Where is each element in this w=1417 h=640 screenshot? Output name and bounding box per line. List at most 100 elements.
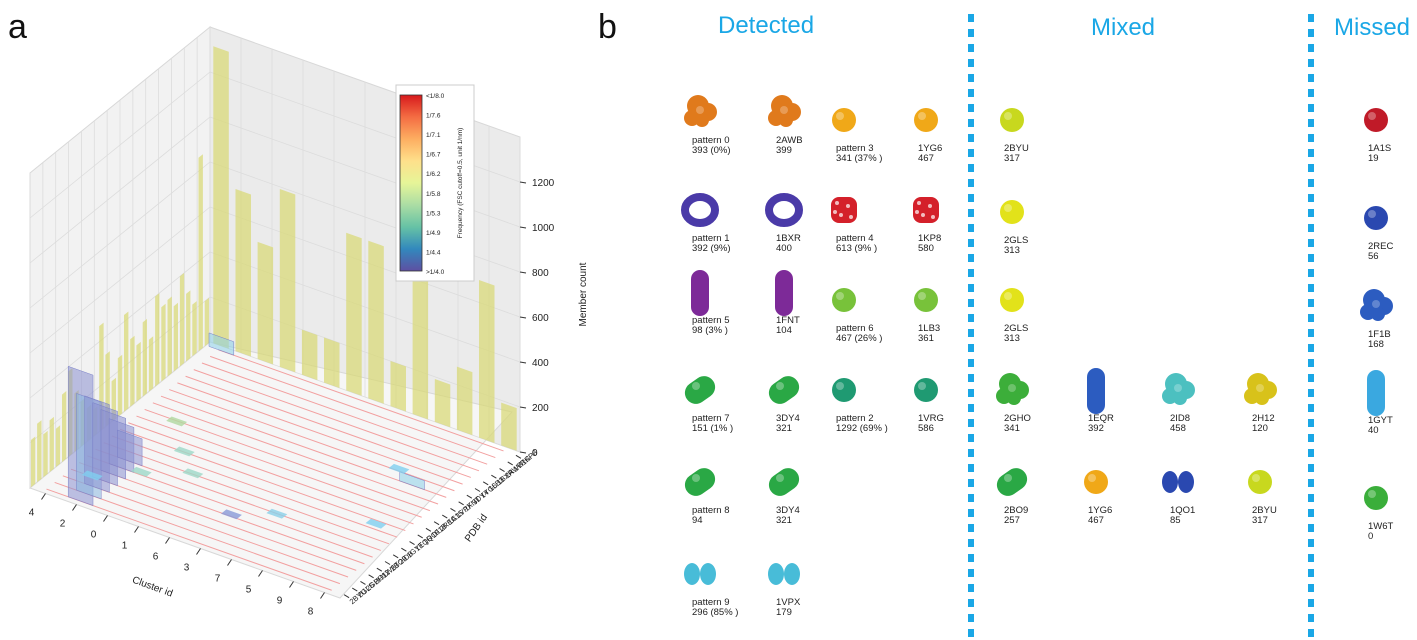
structure-render-icon bbox=[904, 366, 948, 414]
structure-count: 56 bbox=[1354, 252, 1417, 262]
structure-count: 586 bbox=[904, 424, 994, 434]
z-tick-label: 600 bbox=[532, 313, 549, 324]
side-wall-bar bbox=[236, 189, 252, 357]
structure-count: 94 bbox=[678, 516, 768, 526]
cluster-tick-label: 2 bbox=[60, 519, 66, 530]
structure-thumbnail: 2GLS 313 bbox=[990, 188, 1080, 256]
side-wall-bar bbox=[324, 338, 340, 389]
structure-thumbnail: 2GLS 313 bbox=[990, 276, 1080, 344]
colorbar-tick-label: 1/4.4 bbox=[426, 249, 441, 256]
back-wall-bar bbox=[37, 420, 41, 482]
z-tick-label: 1200 bbox=[532, 178, 555, 189]
side-wall-bar bbox=[391, 361, 407, 412]
structure-count: 613 (9% ) bbox=[822, 244, 912, 254]
3d-bar-chart: 020040060080010001200Member count4201637… bbox=[0, 0, 590, 640]
structure-count: 317 bbox=[990, 154, 1080, 164]
column-heading-detected: Detected bbox=[718, 12, 814, 40]
structure-count: 392 (9%) bbox=[678, 244, 768, 254]
z-axis-label: Member count bbox=[578, 262, 589, 326]
structure-name: 1W6T bbox=[1354, 522, 1417, 532]
structure-thumbnail: 2H12 120 bbox=[1238, 366, 1328, 434]
back-wall-bar bbox=[186, 290, 190, 361]
back-wall-bar bbox=[180, 273, 184, 367]
side-wall-bar bbox=[280, 189, 296, 372]
cluster-tick bbox=[197, 549, 201, 555]
structure-thumbnail: 2GHO 341 bbox=[990, 366, 1080, 434]
structure-count: 317 bbox=[1238, 516, 1328, 526]
back-wall-bar bbox=[50, 417, 54, 472]
structure-count: 296 (85% ) bbox=[678, 608, 768, 618]
structure-render-icon bbox=[990, 458, 1034, 506]
column-heading-missed: Missed bbox=[1334, 14, 1410, 42]
structure-thumbnail: 1GYT 40 bbox=[1354, 368, 1417, 436]
structure-render-icon bbox=[678, 88, 722, 136]
cluster-tick bbox=[104, 516, 108, 522]
side-wall-bar bbox=[368, 241, 384, 404]
side-wall-bar bbox=[413, 265, 429, 419]
cluster-tick bbox=[166, 538, 170, 544]
structure-thumbnail: 2BYU 317 bbox=[1238, 458, 1328, 526]
structure-render-icon bbox=[822, 186, 866, 234]
side-wall-bar bbox=[258, 242, 274, 365]
structure-thumbnail: 3DY4 321 bbox=[762, 458, 852, 526]
structure-count: 458 bbox=[1156, 424, 1246, 434]
structure-render-icon bbox=[762, 550, 806, 598]
structure-thumbnail: 1VPX 179 bbox=[762, 550, 852, 618]
back-wall-bar bbox=[143, 319, 147, 397]
cluster-tick-label: 0 bbox=[91, 530, 97, 541]
back-wall-bar bbox=[205, 298, 209, 347]
pdb-axis-label: PDB id bbox=[463, 512, 490, 544]
structure-name: 2REC bbox=[1354, 242, 1417, 252]
structure-render-icon bbox=[990, 188, 1034, 236]
structure-render-icon bbox=[1074, 366, 1118, 414]
structure-render-icon bbox=[678, 458, 722, 506]
structure-render-icon bbox=[678, 268, 722, 316]
side-wall-bar bbox=[501, 403, 517, 451]
colorbar-tick-label: 1/7.1 bbox=[426, 132, 441, 139]
side-wall-bar bbox=[346, 233, 362, 396]
structure-thumbnail: pattern 6 467 (26% ) bbox=[822, 276, 912, 344]
colorbar-gradient bbox=[400, 95, 422, 271]
side-wall-bar bbox=[479, 280, 495, 443]
colorbar-tick-label: 1/6.7 bbox=[426, 152, 441, 159]
colorbar-tick-label: 1/4.9 bbox=[426, 230, 441, 237]
structure-count: 120 bbox=[1238, 424, 1328, 434]
z-tick-label: 400 bbox=[532, 358, 549, 369]
structure-render-icon bbox=[990, 96, 1034, 144]
structure-thumbnail: pattern 5 98 (3% ) bbox=[678, 268, 768, 336]
structure-count: 467 (26% ) bbox=[822, 334, 912, 344]
structure-count: 98 (3% ) bbox=[678, 326, 768, 336]
structure-render-icon bbox=[1354, 96, 1398, 144]
back-wall-bar bbox=[136, 342, 140, 402]
cluster-tick bbox=[290, 582, 294, 588]
structure-count: 321 bbox=[762, 516, 852, 526]
structure-render-icon bbox=[904, 96, 948, 144]
back-wall-bar bbox=[130, 336, 134, 407]
back-wall-bar bbox=[124, 312, 128, 412]
structure-render-icon bbox=[1354, 474, 1398, 522]
z-tick bbox=[520, 407, 526, 408]
structure-thumbnail: 1LB3 361 bbox=[904, 276, 994, 344]
structure-render-icon bbox=[762, 268, 806, 316]
structure-count: 19 bbox=[1354, 154, 1417, 164]
structure-render-icon bbox=[762, 186, 806, 234]
structure-render-icon bbox=[678, 550, 722, 598]
back-wall-bar bbox=[199, 154, 203, 351]
cluster-tick bbox=[321, 593, 325, 599]
cluster-tick bbox=[73, 505, 77, 511]
colorbar-tick-label: 1/6.2 bbox=[426, 171, 441, 178]
structure-render-icon bbox=[822, 366, 866, 414]
z-tick-label: 1000 bbox=[532, 223, 555, 234]
back-wall-bar bbox=[62, 391, 66, 462]
colorbar-tick-label: 1/5.3 bbox=[426, 210, 441, 217]
structure-count: 580 bbox=[904, 244, 994, 254]
structure-thumbnail: pattern 7 151 (1% ) bbox=[678, 366, 768, 434]
cluster-tick-label: 3 bbox=[184, 563, 190, 574]
structure-render-icon bbox=[1354, 194, 1398, 242]
structure-render-icon bbox=[678, 366, 722, 414]
colorbar-tick-label: 1/5.8 bbox=[426, 191, 441, 198]
structure-render-icon bbox=[1074, 458, 1118, 506]
cluster-tick-label: 9 bbox=[277, 596, 283, 607]
back-wall-bar bbox=[192, 301, 196, 356]
